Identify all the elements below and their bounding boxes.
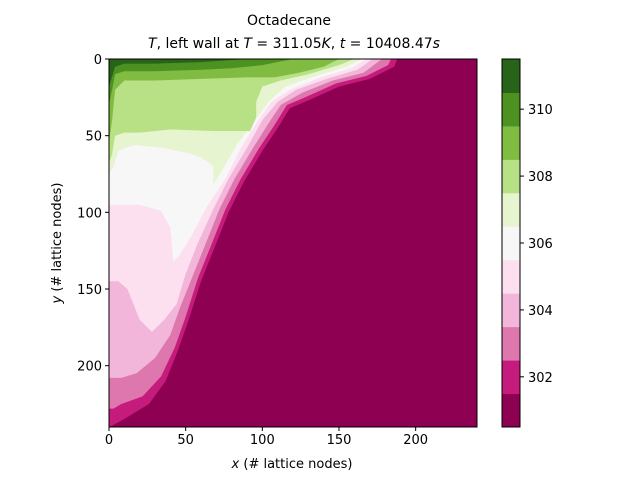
- contour-band-8: [109, 59, 339, 144]
- y-tick-label-0: 0: [94, 53, 102, 68]
- x-tick-label-2: 100: [250, 433, 275, 448]
- colorbar-tick-label-0: 302: [528, 371, 553, 386]
- colorbar-tick-label-3: 308: [528, 170, 553, 185]
- colorbar-segment-5: [502, 226, 520, 261]
- contour-band-9: [109, 59, 293, 105]
- x-axis-label-rest: (# lattice nodes): [239, 457, 352, 472]
- chart-title-line2: T, left wall at T = 311.05K, t = 10408.4…: [148, 36, 440, 52]
- title-var-t: T: [148, 36, 158, 52]
- y-axis-label-var: y: [50, 295, 65, 304]
- colorbar-segment-0: [502, 393, 520, 428]
- colorbar: [502, 59, 520, 428]
- x-tick-label-0: 0: [105, 433, 113, 448]
- x-axis-label: x (# lattice nodes): [231, 457, 353, 472]
- title-var-t2: T: [243, 36, 253, 52]
- colorbar-tick-label-2: 306: [528, 237, 553, 252]
- colorbar-segment-10: [502, 59, 520, 93]
- title-eq1: = 311.05: [252, 36, 322, 52]
- title-mid: , left wall at: [157, 36, 244, 52]
- y-tick-label-4: 200: [77, 360, 102, 375]
- y-tick-label-2: 100: [77, 206, 102, 221]
- colorbar-segment-6: [502, 192, 520, 227]
- colorbar-segment-2: [502, 326, 520, 361]
- chart-title-line1: Octadecane: [247, 13, 331, 29]
- x-tick-label-4: 200: [403, 433, 428, 448]
- colorbar-segment-3: [502, 293, 520, 328]
- title-var-time: t: [340, 36, 346, 52]
- colorbar-segment-7: [502, 159, 520, 194]
- x-axis-ticks: 0 50 100 150 200: [105, 427, 428, 448]
- y-tick-label-3: 150: [77, 283, 102, 298]
- colorbar-ticks: 302 304 306 308 310: [520, 103, 553, 386]
- x-tick-label-3: 150: [327, 433, 352, 448]
- contour-plot: [109, 59, 477, 427]
- colorbar-tick-label-1: 304: [528, 304, 553, 319]
- colorbar-segment-8: [502, 125, 520, 160]
- title-unit1: K: [322, 36, 333, 52]
- colorbar-tick-label-4: 310: [528, 103, 553, 118]
- title-eq2: = 10408.47: [345, 36, 432, 52]
- title-unit2: s: [433, 36, 440, 52]
- x-tick-label-1: 50: [177, 433, 194, 448]
- plot-frame: [108, 58, 478, 428]
- y-axis-label-rest: (# lattice nodes): [50, 183, 65, 296]
- colorbar-segment-1: [502, 360, 520, 395]
- contour-band-10: [109, 59, 247, 87]
- y-tick-label-1: 50: [85, 130, 102, 145]
- colorbar-segment-4: [502, 259, 520, 294]
- contour-band-7: [109, 59, 355, 164]
- title-sep: ,: [331, 36, 340, 52]
- colorbar-segment-9: [502, 92, 520, 127]
- x-axis-label-var: x: [231, 457, 240, 472]
- y-axis-label: y (# lattice nodes): [50, 183, 65, 305]
- y-axis-ticks: 0 50 100 150 200: [77, 53, 109, 375]
